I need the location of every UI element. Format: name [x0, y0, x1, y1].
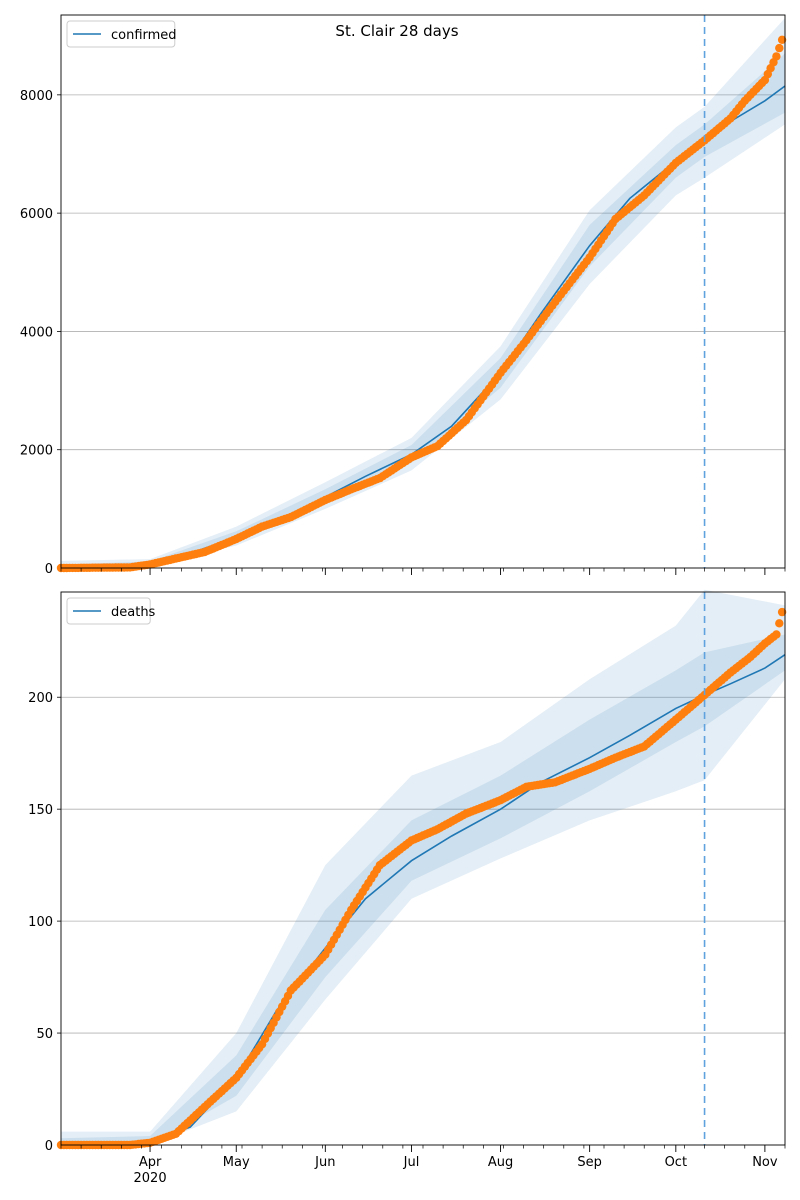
- legend-label: deaths: [111, 605, 156, 620]
- y-tick-label: 50: [36, 1027, 53, 1042]
- x-tick-label: Aug: [488, 1155, 513, 1170]
- y-tick-label: 0: [45, 1139, 53, 1154]
- x-tick-label: Jul: [403, 1155, 420, 1170]
- observed-point: [777, 607, 787, 617]
- legend: confirmed: [66, 20, 177, 48]
- confirmed-panel: 0 2000 4000 6000 8000 confirmed: [20, 14, 787, 577]
- y-tick-label: 4000: [20, 325, 53, 340]
- y-tick-label: 100: [28, 915, 53, 930]
- legend-box: [66, 597, 151, 625]
- x-tick-label: Nov: [752, 1155, 778, 1170]
- y-tick-label: 6000: [20, 207, 53, 222]
- deaths-panel: 0 50 100 150 200 Apr May Jun Jul Aug Sep Oct Nov 2020…: [28, 589, 787, 1186]
- x-tick-label: Sep: [577, 1155, 602, 1170]
- plot-frame: [60, 14, 786, 569]
- observed-point: [775, 43, 784, 53]
- observed-point: [777, 35, 787, 44]
- observed-point: [772, 630, 781, 639]
- legend-box: [66, 20, 176, 48]
- x-tick-label: Apr: [139, 1155, 162, 1170]
- legend: deaths: [66, 597, 156, 625]
- y-tick-label: 0: [45, 562, 53, 577]
- legend-label: confirmed: [111, 28, 177, 43]
- uncertainty-band: [61, 589, 785, 1145]
- x-year-label: 2020: [134, 1171, 167, 1186]
- uncertainty-band: [61, 18, 785, 568]
- y-tick-label: 150: [28, 803, 53, 818]
- x-tick-label: Oct: [665, 1155, 687, 1170]
- y-tick-label: 200: [28, 691, 53, 706]
- figure-title: St. Clair 28 days: [335, 22, 458, 40]
- x-tick-label: May: [223, 1155, 250, 1170]
- y-tick-label: 8000: [20, 89, 53, 104]
- y-tick-label: 2000: [20, 444, 53, 459]
- observed-point: [772, 52, 781, 61]
- x-tick-label: Jun: [314, 1155, 335, 1170]
- observed-point: [775, 619, 784, 628]
